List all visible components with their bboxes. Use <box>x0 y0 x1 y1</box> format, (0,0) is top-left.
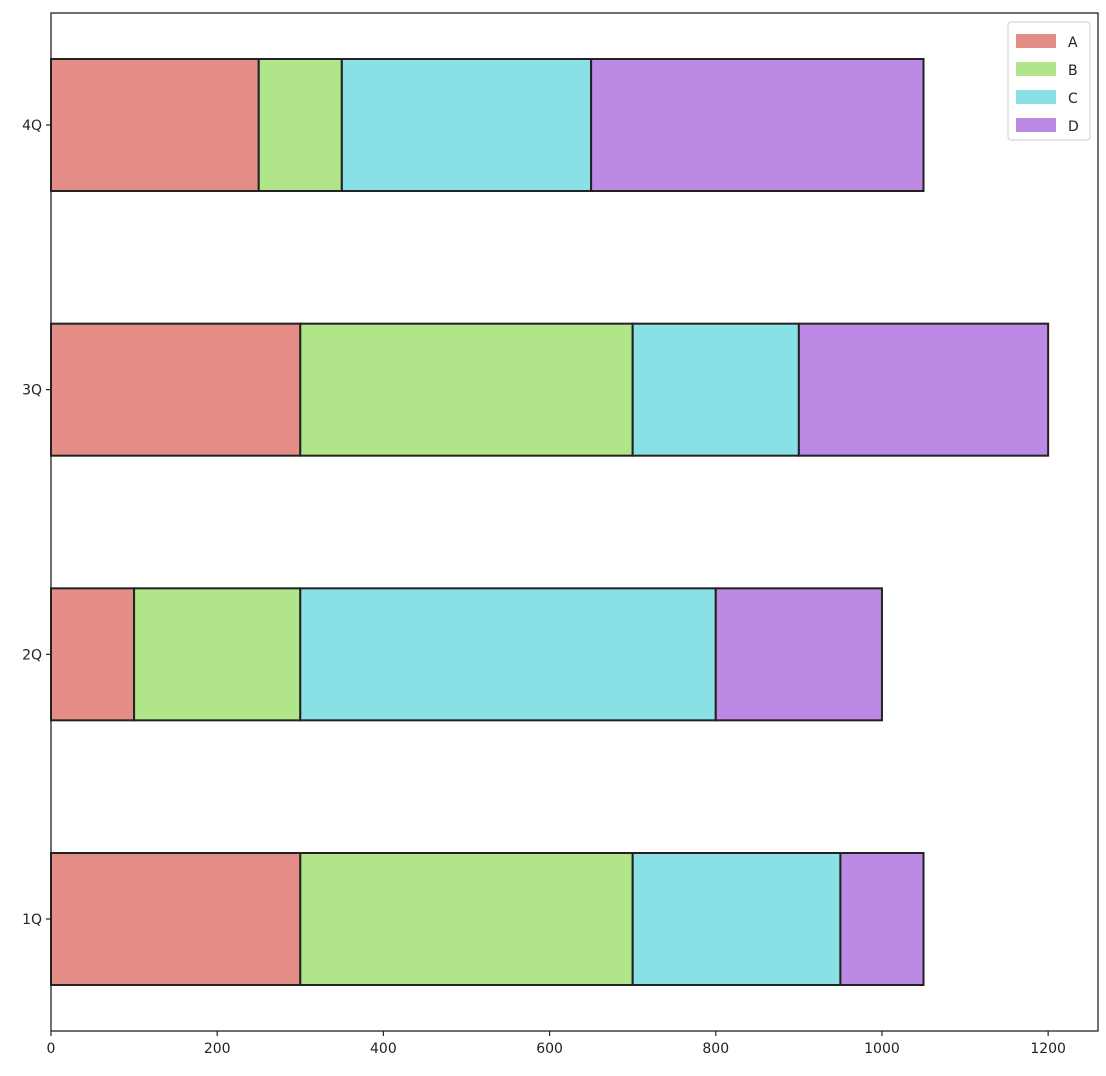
bar-2Q-D <box>714 587 883 722</box>
x-axis-ticks: 0 200 400 600 800 1000 1200 <box>47 1031 1066 1057</box>
bar-1Q-B <box>299 852 634 986</box>
plot-frame <box>50 12 1099 1032</box>
bar-1Q-C <box>631 852 842 986</box>
x-tick-label: 1000 <box>864 1041 900 1057</box>
bar-3Q-C <box>631 322 800 457</box>
legend-label-C: C <box>1068 91 1078 107</box>
y-tick-label: 2Q <box>22 647 42 663</box>
y-axis-ticks: 1Q 2Q 3Q 4Q <box>22 118 51 928</box>
bar-4Q-C <box>340 58 593 192</box>
bar-2Q-A <box>50 587 136 722</box>
bar-2Q-B <box>133 587 302 722</box>
bar-3Q-D <box>797 322 1050 457</box>
bar-4Q-A <box>50 58 260 192</box>
x-tick-label: 400 <box>370 1041 397 1057</box>
y-tick-label: 4Q <box>22 118 42 134</box>
legend-label-D: D <box>1068 119 1079 135</box>
x-tick-label: 1200 <box>1030 1041 1066 1057</box>
bar-3Q-A <box>50 322 302 457</box>
legend-swatch-B <box>1016 62 1056 76</box>
legend-swatch-A <box>1016 34 1056 48</box>
y-tick-label: 3Q <box>22 383 42 399</box>
legend-label-B: B <box>1068 63 1078 79</box>
bar-4Q-B <box>257 58 343 192</box>
x-tick-label: 800 <box>702 1041 729 1057</box>
bar-2Q-C <box>299 587 717 722</box>
bar-1Q-D <box>839 852 925 986</box>
legend-frame <box>1007 21 1091 141</box>
bar-4Q-D <box>590 58 925 192</box>
y-tick-label: 1Q <box>22 912 42 928</box>
legend-label-A: A <box>1068 35 1078 51</box>
legend-swatch-D <box>1016 118 1056 132</box>
x-tick-label: 200 <box>204 1041 231 1057</box>
bar-1Q-A <box>50 852 302 986</box>
bar-3Q-B <box>299 322 634 457</box>
legend-swatch-C <box>1016 90 1056 104</box>
x-tick-label: 600 <box>536 1041 563 1057</box>
x-tick-label: 0 <box>47 1041 56 1057</box>
bars-layer <box>50 58 1050 986</box>
